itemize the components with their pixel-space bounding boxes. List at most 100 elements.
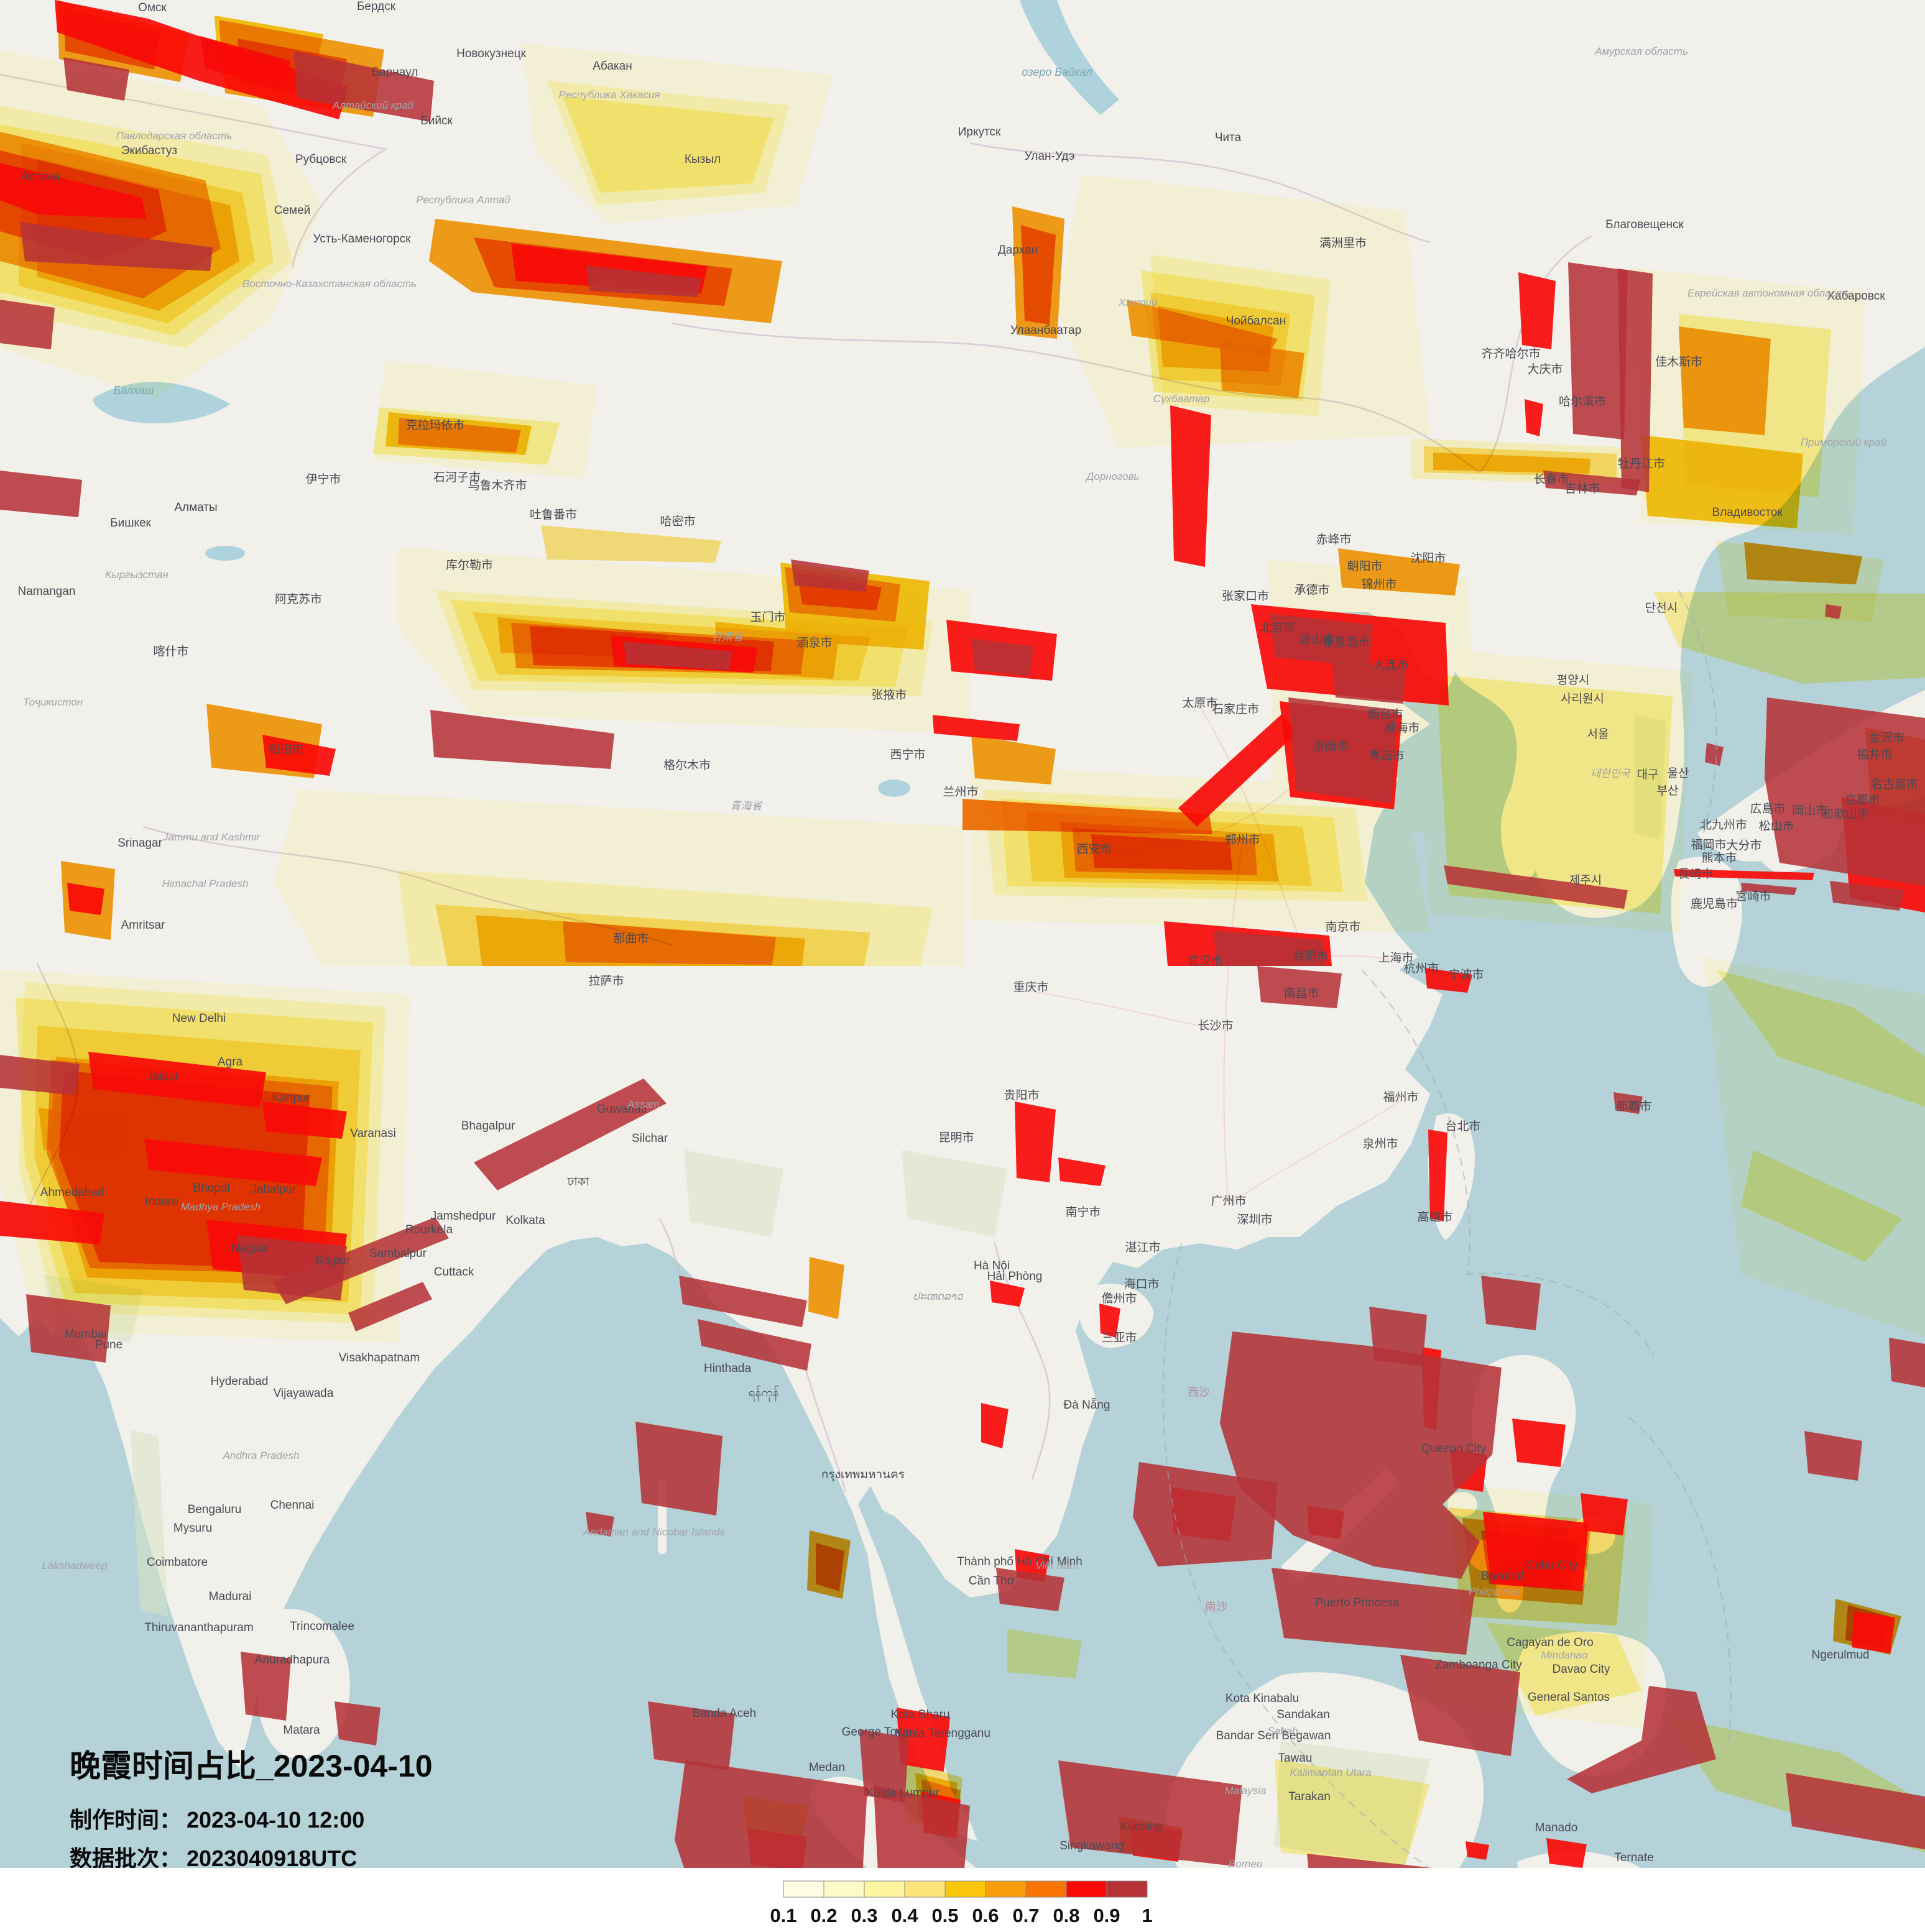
map-label: 和歌山市 [1822, 807, 1869, 821]
map-label: 那曲市 [613, 932, 649, 945]
map-label: 松山市 [1758, 819, 1794, 833]
map-label: 合肥市 [1293, 949, 1328, 963]
map-label: 张掖市 [871, 688, 907, 702]
map-label: Хабаровск [1827, 290, 1885, 303]
map-label: 大庆市 [1527, 362, 1563, 376]
map-label: Bhagalpur [461, 1120, 515, 1133]
map-label: 佳木斯市 [1655, 355, 1702, 369]
map-label: Sabah [1267, 1725, 1298, 1737]
map-label: Тоҷикистон [23, 696, 83, 708]
map-label: 青海省 [731, 800, 764, 812]
map-label: Дархан [998, 244, 1038, 257]
legend-color-boxes [783, 1880, 1148, 1898]
map-label: Благовещенск [1605, 218, 1684, 231]
map-label: Sandakan [1276, 1708, 1330, 1721]
map-label: 牡丹江市 [1618, 457, 1665, 471]
map-label: ປະເທດລາວ [913, 1290, 964, 1302]
map-label: Madhya Pradesh [181, 1201, 261, 1213]
legend-value: 1 [1142, 1905, 1152, 1926]
map-label: 哈尔滨市 [1559, 395, 1606, 408]
map-label: Lakshadweep [42, 1560, 108, 1571]
map-label: 대구 [1637, 768, 1659, 781]
map-label: Jammu and Kashmir [162, 831, 261, 843]
map-label: Kota Kinabalu [1226, 1692, 1299, 1705]
map-label: Matara [283, 1724, 320, 1737]
map-label: Bhopal [193, 1182, 229, 1195]
legend-value: 0.7 [1012, 1905, 1039, 1926]
map-label: 格尔木市 [663, 758, 711, 772]
map-label: 울산 [1668, 766, 1689, 780]
legend: 0.1 0.2 0.3 0.4 0.5 0.6 0.7 0.8 0.9 1 [0, 1868, 1925, 1932]
map-label: 金沢市 [1868, 731, 1904, 745]
map-label: 海口市 [1124, 1277, 1159, 1291]
map-label: Andaman and Nicobar Islands [583, 1526, 725, 1538]
map-label: Улаанбаатар [1010, 324, 1081, 337]
map-label: Thành phố Hồ Chí Minh [957, 1555, 1083, 1568]
lake-issykkul [205, 546, 245, 561]
lake-baikal [1020, 0, 1119, 115]
map-label: 长沙市 [1198, 1019, 1233, 1033]
map-label: 武汉市 [1187, 954, 1222, 968]
map-label: Павлодарская область [116, 130, 233, 142]
map-label: Indore [145, 1195, 178, 1208]
map-label: 兰州市 [943, 785, 978, 799]
map-label: Балхаш [113, 384, 154, 397]
map-label: 张家口市 [1222, 589, 1269, 603]
map-label: 唐山市 [1299, 633, 1334, 646]
legend-value: 0.4 [891, 1905, 918, 1926]
map-label: 湛江市 [1125, 1241, 1160, 1254]
map-label: Экибастуз [121, 144, 177, 157]
legend-swatch [985, 1880, 1027, 1898]
map-label: Иркутск [958, 126, 1001, 139]
map-label: Bandar Seri Begawan [1216, 1729, 1331, 1742]
map-label: 沈阳市 [1410, 551, 1446, 565]
map-label: Vijayawada [274, 1387, 334, 1400]
map-label: 深圳市 [1237, 1213, 1272, 1226]
map-label: Zamboanga City [1435, 1658, 1522, 1672]
map-label: Sambalpur [369, 1247, 427, 1260]
legend-swatch [1106, 1880, 1148, 1898]
map-label: 南宁市 [1065, 1205, 1101, 1219]
map-label: Hinthada [704, 1362, 751, 1375]
legend-value: 0.5 [931, 1905, 958, 1926]
map-label: Bengaluru [188, 1503, 242, 1516]
map-label: 泉州市 [1362, 1137, 1398, 1151]
legend-swatch [864, 1880, 905, 1898]
map-label: Silchar [632, 1132, 668, 1145]
map-label: Jamshedpur [431, 1210, 496, 1223]
map-label: 大分市 [1726, 839, 1761, 852]
map-label: Philippines [1469, 1586, 1520, 1598]
map-label: Davao City [1553, 1663, 1610, 1676]
map-label: Кызыл [685, 153, 721, 166]
map-label: 伊宁市 [305, 472, 341, 486]
map-label: 단천시 [1645, 601, 1678, 615]
map-label: Астана [21, 170, 60, 183]
made-time-line: 制作时间： 2023-04-10 12:00 [70, 1807, 364, 1833]
map-label: Guwahati [597, 1103, 647, 1116]
legend-swatch [904, 1880, 946, 1898]
map-label: 石河子市 [433, 471, 481, 484]
map-label: 名古屋市 [1871, 778, 1918, 791]
legend-swatch [1066, 1880, 1107, 1898]
map-label: Borneo [1229, 1858, 1263, 1870]
map-label: 乌鲁木齐市 [468, 479, 527, 492]
map-label: General Santos [1528, 1691, 1610, 1704]
legend-swatch [1025, 1880, 1067, 1898]
map-title: 晚霞时间占比_2023-04-10 [70, 1749, 433, 1783]
map-label: 昆明市 [938, 1131, 974, 1144]
map-label: 南京市 [1325, 920, 1360, 934]
map-label: 吉林市 [1564, 482, 1600, 495]
map-label: 杭州市 [1403, 962, 1439, 975]
map-label: กรุงเทพมหานคร [821, 1468, 905, 1482]
map-label: Amritsar [121, 919, 165, 932]
map-label: 福州市 [1383, 1090, 1418, 1104]
map-label: Еврейская автономная область [1687, 287, 1850, 299]
map-label: Kuala Terengganu [895, 1727, 990, 1740]
map-label: Республика Алтай [416, 194, 510, 206]
map-label: 京都市 [1844, 793, 1880, 807]
map-label: Новокузнецк [456, 47, 526, 60]
map-label: Kuala Lumpur [866, 1787, 940, 1800]
map-label: Ternate [1614, 1851, 1653, 1864]
map-label: 大连市 [1373, 658, 1408, 672]
map-label: Приморский край [1801, 436, 1887, 448]
